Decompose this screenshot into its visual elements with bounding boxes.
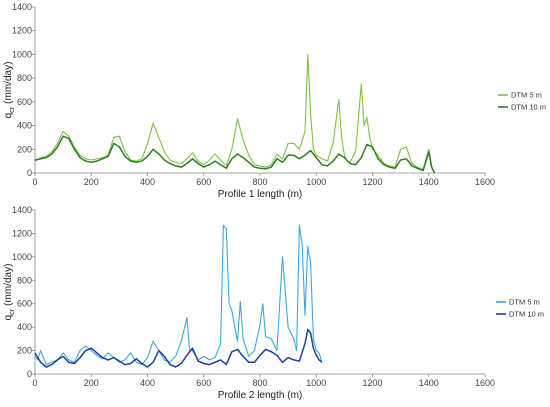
- y-tick-label: 0: [27, 168, 32, 178]
- series-line-dtm-5-m: [34, 224, 323, 366]
- x-tick-label: 1400: [419, 378, 439, 388]
- y-tick-label: 1000: [12, 49, 32, 59]
- y-tick-label: 0: [27, 369, 32, 379]
- x-tick-label: 1200: [362, 177, 382, 187]
- x-tick-label: 600: [196, 177, 211, 187]
- y-tick-label: 1000: [12, 252, 32, 262]
- x-tick-label: 1600: [475, 177, 495, 187]
- y-tick-label: 200: [17, 144, 32, 154]
- x-tick-label: 400: [140, 378, 155, 388]
- series-line-dtm-10-m: [34, 328, 323, 368]
- y-tick-label: 800: [17, 275, 32, 285]
- x-tick-label: 1400: [419, 177, 439, 187]
- y-axis-label-main: q: [3, 315, 14, 321]
- y-tick-label: 1400: [12, 205, 32, 215]
- x-axis-label: Profile 2 length (m): [218, 390, 302, 401]
- y-tick-label: 200: [17, 346, 32, 356]
- y-axis-label: qcr (mm/day): [3, 264, 16, 321]
- x-tick-label: 200: [84, 378, 99, 388]
- y-axis-label-subscript: cr: [7, 308, 16, 315]
- x-tick-label: 1600: [475, 378, 495, 388]
- x-axis-label: Profile 1 length (m): [218, 189, 302, 200]
- x-tick-label: 400: [140, 177, 155, 187]
- y-tick-label: 400: [17, 322, 32, 332]
- legend-label: DTM 10 m: [511, 103, 546, 112]
- y-axis-label-main: q: [3, 113, 14, 119]
- x-tick-label: 0: [32, 177, 37, 187]
- y-tick-label: 800: [17, 73, 32, 83]
- y-tick-label: 1200: [12, 228, 32, 238]
- x-tick-label: 600: [196, 378, 211, 388]
- x-tick-label: 800: [252, 378, 267, 388]
- y-tick-label: 400: [17, 121, 32, 131]
- series-line-dtm-5-m: [34, 53, 435, 174]
- y-tick-label: 600: [17, 299, 32, 309]
- x-tick-label: 0: [32, 378, 37, 388]
- y-tick-label: 1200: [12, 26, 32, 36]
- chart-panel-2: 0 200 400 600 800 1000 1200 1400 1600 0 200 400 600 8…: [3, 205, 544, 401]
- y-tick-label: 600: [17, 97, 32, 107]
- chart-panel-1: 0 200 400 600 800 1000 1200 1400 1600 0 200 400 600 8…: [3, 2, 546, 200]
- x-tick-label: 800: [252, 177, 267, 187]
- x-tick-label: 1000: [306, 177, 326, 187]
- y-tick-label: 1400: [12, 2, 32, 12]
- x-tick-label: 1000: [306, 378, 326, 388]
- legend-label: DTM 5 m: [509, 298, 540, 307]
- legend-label: DTM 5 m: [511, 91, 542, 100]
- x-tick-label: 200: [84, 177, 99, 187]
- legend-label: DTM 10 m: [509, 310, 544, 319]
- y-axis-label-unit: (mm/day): [3, 264, 14, 309]
- x-tick-label: 1200: [362, 378, 382, 388]
- y-axis-label: qcr (mm/day): [3, 62, 16, 119]
- y-axis-label-subscript: cr: [7, 106, 16, 113]
- series-line-dtm-10-m: [34, 135, 436, 174]
- y-axis-label-unit: (mm/day): [3, 62, 14, 107]
